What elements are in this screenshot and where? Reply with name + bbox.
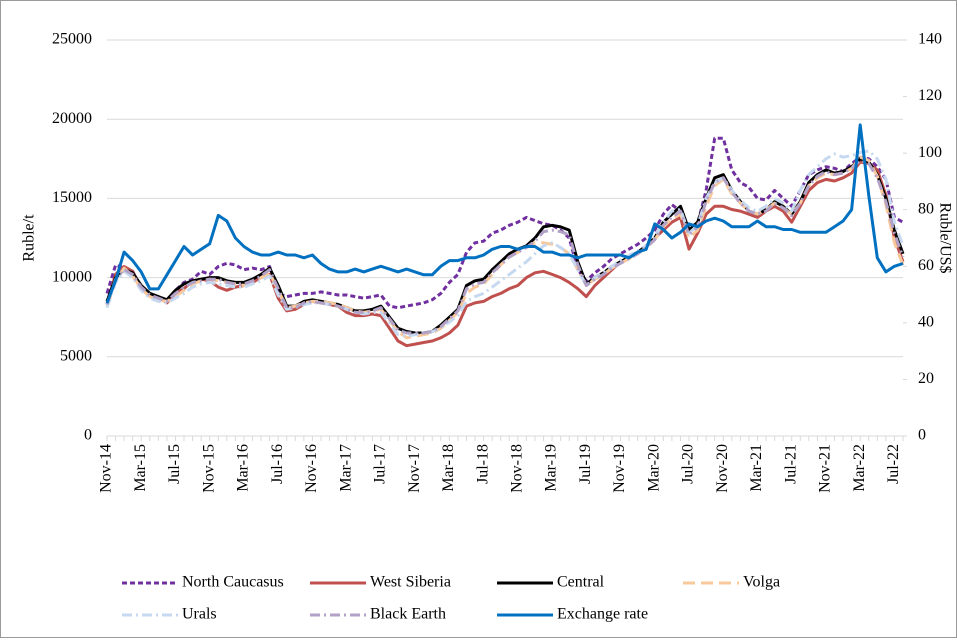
legend-label: Volga <box>743 574 780 591</box>
x-tick-label: Nov-14 <box>98 444 115 493</box>
x-tick-label: Mar-22 <box>851 444 868 492</box>
y2-tick-label: 60 <box>918 257 934 274</box>
y-tick-label: 0 <box>84 427 92 444</box>
x-tick-label: Nov-21 <box>817 444 834 493</box>
x-tick-label: Jul-16 <box>269 444 286 484</box>
x-tick-label: Jul-19 <box>577 444 594 484</box>
y-tick-label: 20000 <box>52 110 92 127</box>
y-tick-label: 15000 <box>52 189 92 206</box>
y2-tick-label: 120 <box>918 87 942 104</box>
legend-label: West Siberia <box>370 574 451 591</box>
x-tick-label: Jul-18 <box>474 444 491 484</box>
legend-label: Exchange rate <box>557 606 648 623</box>
legend-label: Urals <box>182 606 217 623</box>
x-tick-label: Nov-17 <box>406 444 423 493</box>
x-tick-label: Mar-15 <box>132 444 149 492</box>
x-tick-label: Mar-19 <box>543 444 560 492</box>
x-tick-label: Nov-15 <box>200 444 217 493</box>
y2-tick-label: 80 <box>918 200 934 217</box>
x-tick-label: Nov-16 <box>303 444 320 493</box>
x-tick-label: Jul-20 <box>680 444 697 484</box>
y2-tick-label: 100 <box>918 144 942 161</box>
x-tick-label: Mar-18 <box>440 444 457 492</box>
legend-label: Black Earth <box>370 606 446 623</box>
x-tick-label: Jul-21 <box>782 444 799 484</box>
legend-label: Central <box>557 574 605 591</box>
x-tick-label: Jul-17 <box>372 444 389 484</box>
y2-tick-label: 0 <box>918 427 926 444</box>
y2-axis-label: Ruble/US$ <box>936 202 953 273</box>
x-tick-label: Jul-22 <box>885 444 902 484</box>
series-line <box>105 123 904 304</box>
y2-tick-label: 140 <box>918 31 942 48</box>
legend-label: North Caucasus <box>182 574 284 591</box>
x-tick-label: Mar-16 <box>235 444 252 492</box>
x-tick-label: Jul-15 <box>166 444 183 484</box>
y-tick-label: 25000 <box>52 31 92 48</box>
x-tick-label: Mar-20 <box>645 444 662 492</box>
y2-tick-label: 20 <box>918 370 934 387</box>
series-line <box>105 158 905 335</box>
series-line <box>105 136 904 310</box>
x-tick-label: Nov-20 <box>714 444 731 493</box>
series-line <box>105 149 905 338</box>
y-axis-label: Ruble/t <box>21 214 38 262</box>
x-tick-label: Mar-21 <box>748 444 765 492</box>
y-tick-label: 10000 <box>52 268 92 285</box>
x-tick-label: Nov-18 <box>509 444 526 493</box>
y2-tick-label: 40 <box>918 314 934 331</box>
x-tick-label: Mar-17 <box>337 444 354 492</box>
x-tick-label: Nov-19 <box>611 444 628 493</box>
y-tick-label: 5000 <box>60 347 92 364</box>
